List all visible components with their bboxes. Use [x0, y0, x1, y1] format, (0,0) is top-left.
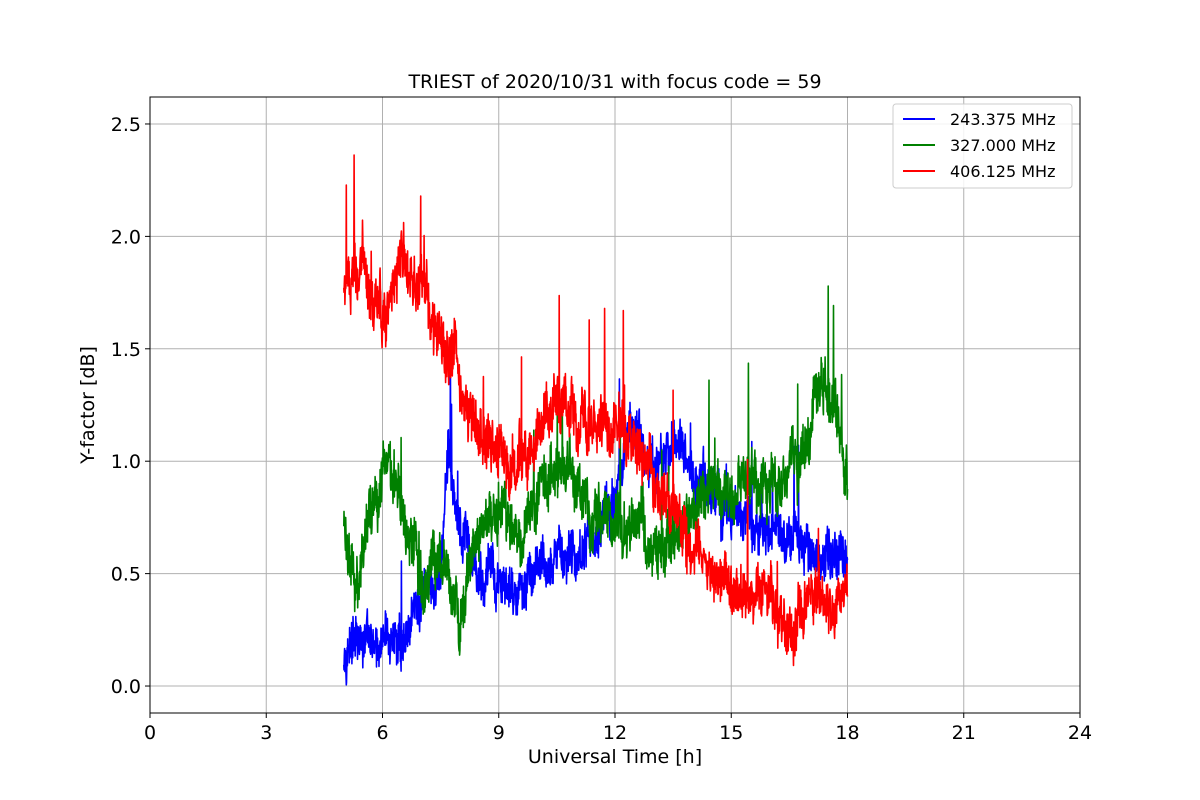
y-tick-label: 2.5 — [111, 114, 141, 136]
x-tick-label: 18 — [835, 722, 859, 744]
series-layer — [343, 154, 849, 686]
y-tick-label: 1.5 — [111, 339, 141, 361]
legend-box — [892, 103, 1073, 189]
x-tick-label: 9 — [493, 722, 505, 744]
x-tick-label: 3 — [260, 722, 272, 744]
x-tick-label: 15 — [719, 722, 743, 744]
y-tick-label: 2.0 — [111, 226, 141, 248]
series-line — [343, 285, 849, 656]
tick-layer: 0 3 6 9 12 15 18 21 24 0.0 0.5 1.0 1.5 2.0 2.5 — [111, 114, 1092, 744]
series-line — [343, 154, 849, 667]
x-tick-label: 24 — [1068, 722, 1092, 744]
legend-label: 327.000 MHz — [950, 136, 1055, 155]
legend-label: 243.375 MHz — [950, 110, 1055, 129]
x-tick-label: 12 — [603, 722, 627, 744]
y-tick-label: 1.0 — [111, 451, 141, 473]
chart-title: TRIEST of 2020/10/31 with focus code = 5… — [407, 71, 821, 93]
x-tick-label: 6 — [376, 722, 388, 744]
legend: 243.375 MHz 327.000 MHz 406.125 MHz — [892, 103, 1073, 189]
x-tick-label: 21 — [952, 722, 976, 744]
x-axis-label: Universal Time [h] — [528, 746, 702, 768]
legend-label: 406.125 MHz — [950, 162, 1055, 181]
y-tick-label: 0.0 — [111, 676, 141, 698]
x-tick-label: 0 — [144, 722, 156, 744]
y-axis-label: Y-factor [dB] — [77, 346, 99, 465]
y-tick-label: 0.5 — [111, 564, 141, 586]
